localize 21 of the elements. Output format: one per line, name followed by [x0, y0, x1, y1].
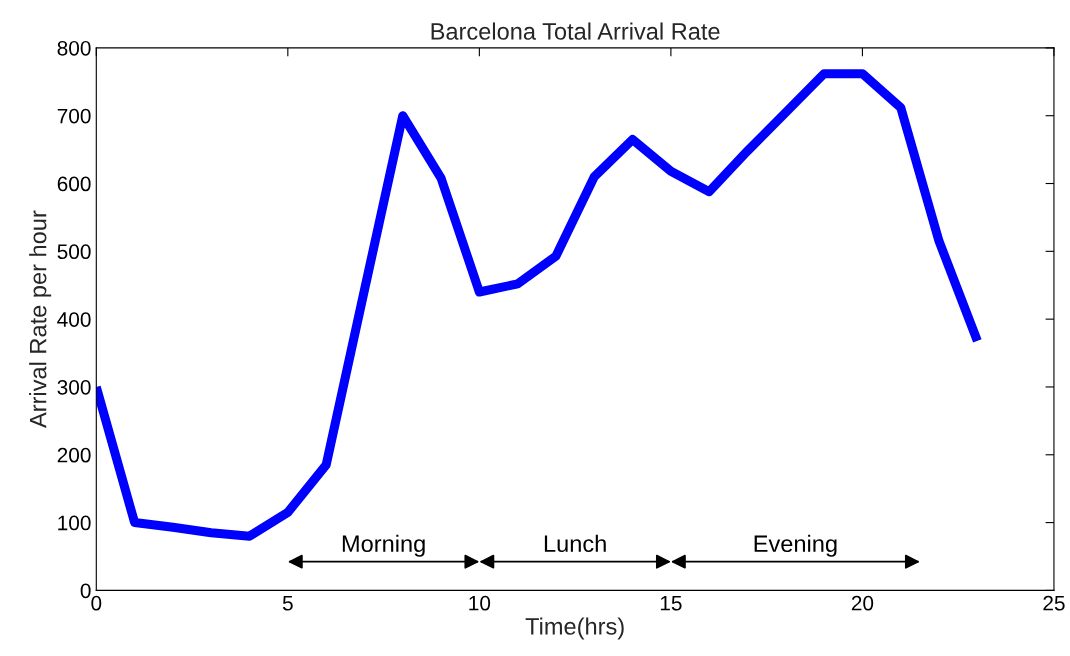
y-tick-label: 200 [57, 447, 91, 463]
y-tick-label: 300 [57, 379, 91, 395]
y-tick-label: 700 [57, 108, 91, 124]
annotation: Morning [342, 534, 425, 557]
x-axis-title: Time(hrs) [525, 617, 624, 640]
y-tick-label: 400 [57, 312, 91, 327]
y-tick-label: 500 [57, 244, 91, 260]
y-tick-label: 600 [57, 176, 91, 192]
x-tick-label: 25 [1043, 595, 1065, 611]
chart-title: Barcelona Total Arrival Rate [431, 22, 720, 40]
x-tick-label: 15 [660, 596, 682, 611]
x-tick-label: 20 [851, 595, 874, 611]
y-tick-label: 100 [58, 515, 91, 531]
y-tick-label: 800 [57, 40, 91, 56]
x-tick-label: 5 [282, 596, 293, 611]
y-axis-title: Arrival Rate per hour [29, 210, 52, 429]
annotation: Evening [754, 534, 837, 557]
y-tick-label: 0 [80, 583, 91, 599]
x-tick-label: 0 [91, 595, 102, 611]
annotation: Lunch [544, 534, 606, 553]
x-tick-label: 10 [469, 595, 491, 611]
